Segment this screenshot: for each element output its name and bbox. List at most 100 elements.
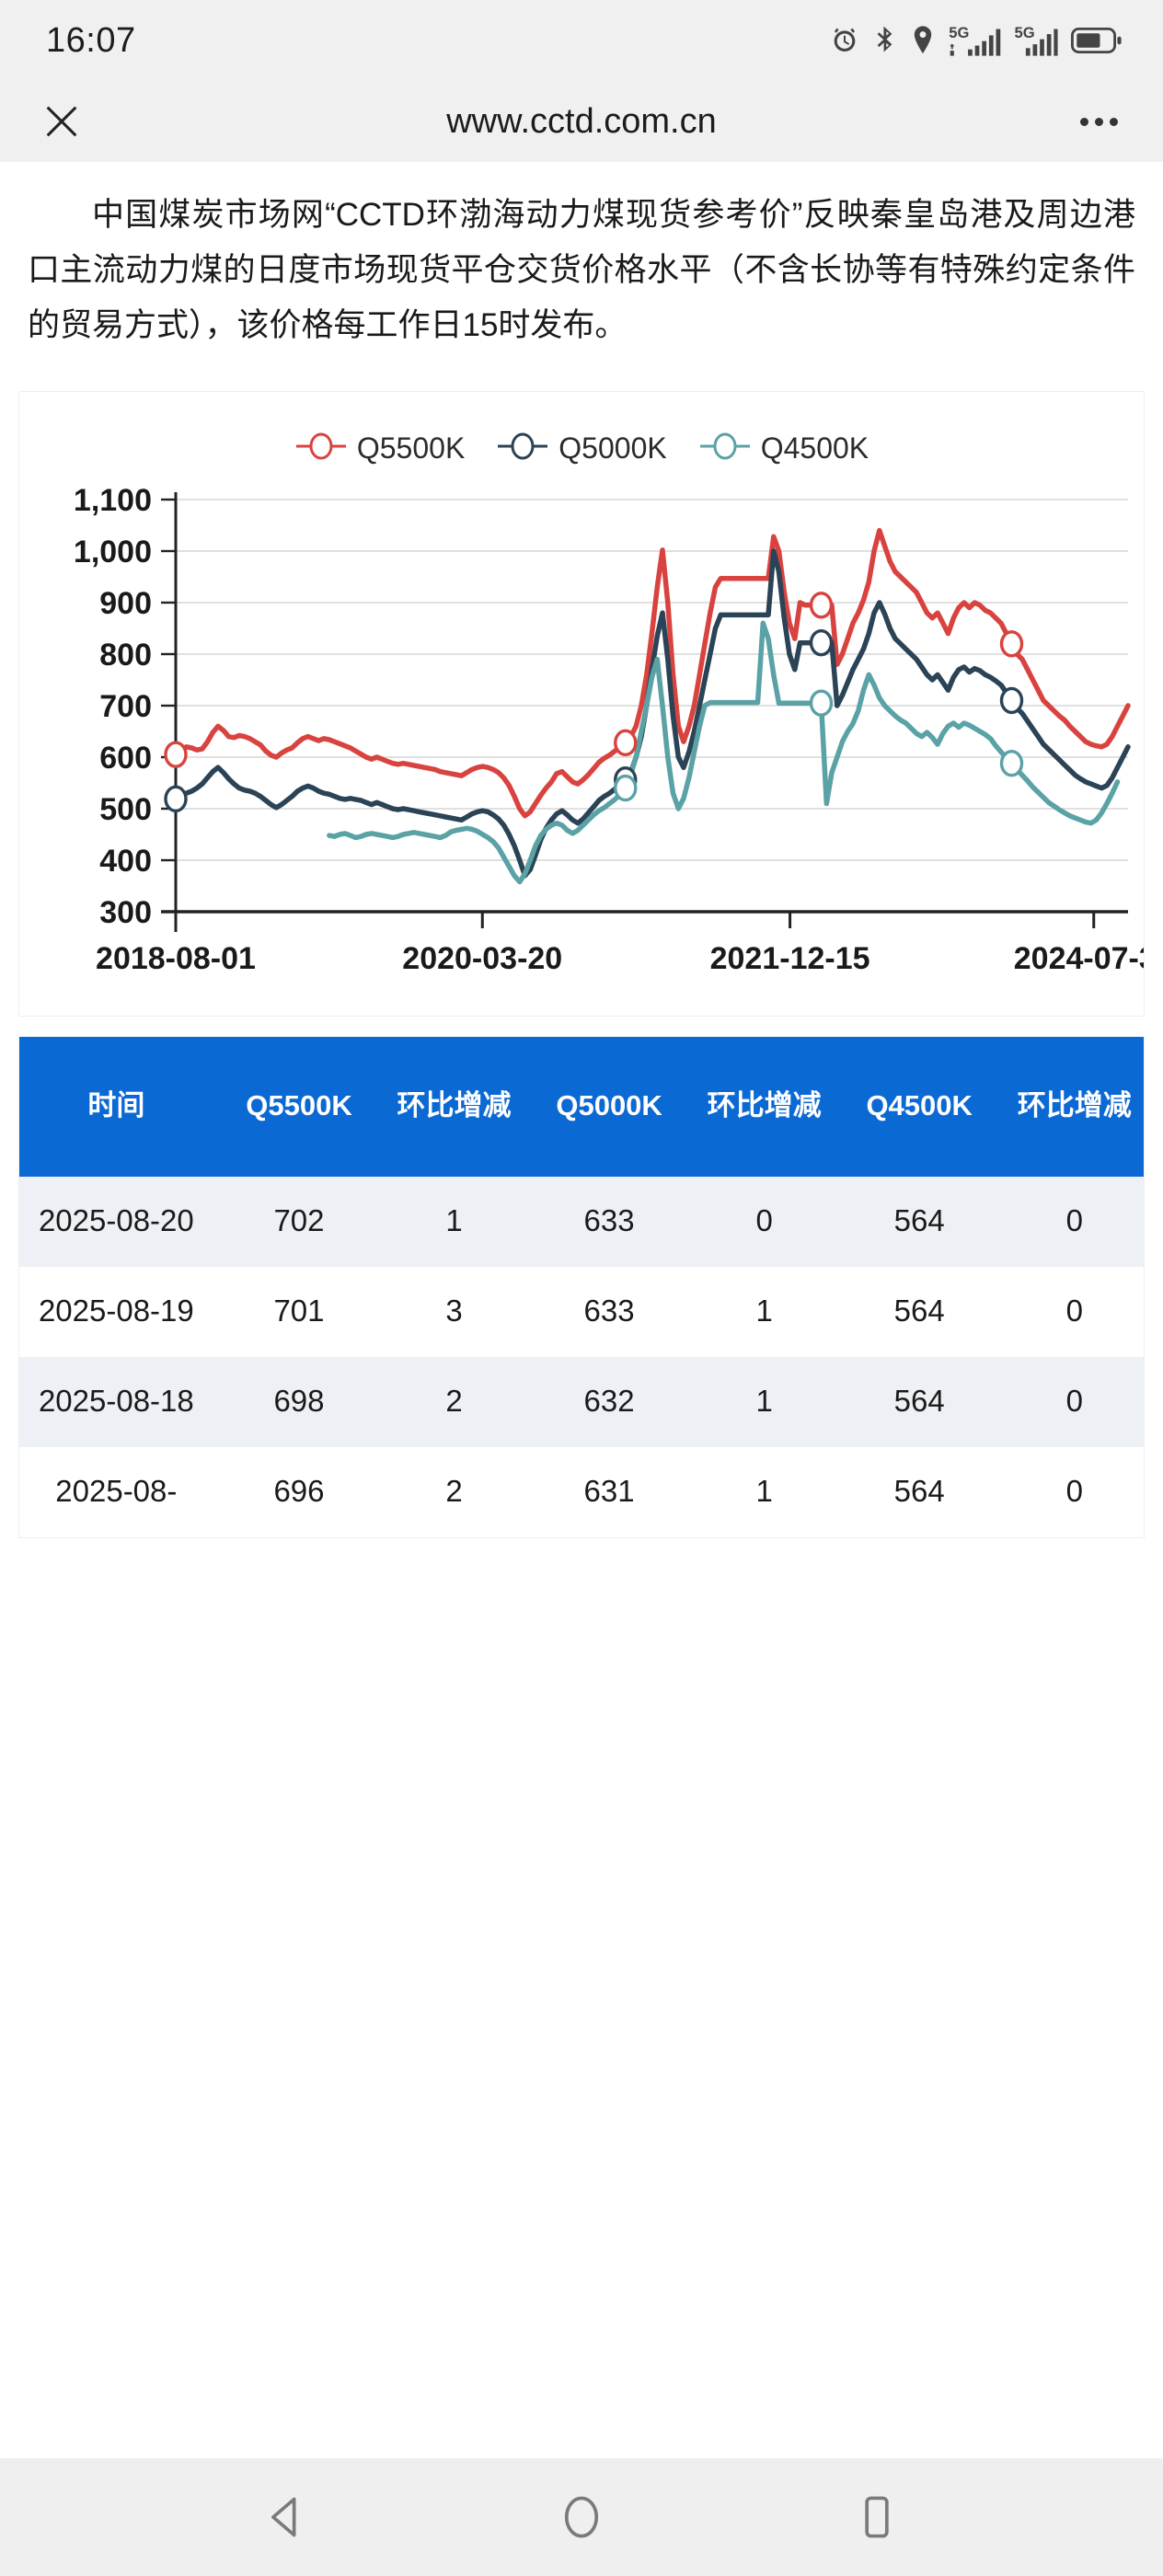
- signal-5g-secondary-icon: 5G: [1013, 24, 1059, 57]
- chart-legend: Q5500K Q5000K: [19, 392, 1144, 479]
- x-axis-tick-label: 2024-07-30: [1014, 941, 1144, 976]
- series-marker-q4500k: [999, 749, 1024, 776]
- browser-bar: www.cctd.com.cn: [0, 81, 1163, 162]
- series-marker-q5500k: [809, 591, 834, 619]
- svg-text:5G: 5G: [949, 24, 969, 41]
- y-axis-tick-label: 400: [99, 844, 152, 879]
- cell-q5000k: 633: [523, 1176, 696, 1267]
- table-row: 2025-08-20 702 1 633 0 564 0: [19, 1176, 1144, 1267]
- cell-chg4500: 0: [1005, 1446, 1144, 1537]
- series-marker-q4500k: [809, 689, 834, 717]
- status-time: 16:07: [46, 20, 136, 60]
- price-chart-card: Q5500K Q5000K: [18, 390, 1163, 1017]
- legend-item-q4500k[interactable]: Q4500K: [698, 431, 869, 466]
- cell-q5000k: 632: [523, 1356, 696, 1447]
- legend-label: Q5000K: [558, 431, 667, 465]
- th-q5000k: Q5000K: [523, 1036, 696, 1177]
- th-q5500k: Q5500K: [213, 1036, 386, 1177]
- alarm-icon: [829, 25, 860, 56]
- series-marker-q5500k: [999, 629, 1024, 658]
- price-table: 时间 Q5500K 环比增减 Q5000K 环比增减 Q4500K 环比增减 2…: [19, 1036, 1144, 1537]
- location-icon: [910, 25, 936, 56]
- series-marker-q5000k: [809, 628, 834, 656]
- cell-q4500k: 564: [833, 1356, 1006, 1447]
- series-line-q5000k: [173, 547, 1131, 879]
- cell-chg5000: 1: [695, 1356, 834, 1447]
- cell-q5500k: 698: [213, 1356, 386, 1447]
- cell-chg5500: 3: [385, 1266, 524, 1357]
- y-axis-tick-label: 600: [99, 741, 152, 776]
- cell-time: 2025-08-20: [19, 1176, 213, 1267]
- legend-label: Q5500K: [356, 431, 466, 465]
- y-axis-tick-label: 900: [99, 586, 152, 621]
- url-title: www.cctd.com.cn: [446, 101, 717, 141]
- table-head: 时间 Q5500K 环比增减 Q5000K 环比增减 Q4500K 环比增减: [19, 1036, 1144, 1177]
- cell-chg5500: 1: [385, 1176, 524, 1267]
- status-icon-group: 5G 5G: [829, 24, 1123, 57]
- th-time: 时间: [19, 1036, 213, 1177]
- cell-q4500k: 564: [833, 1176, 1006, 1267]
- series-marker-q5500k: [614, 729, 638, 756]
- more-icon[interactable]: [1071, 97, 1126, 146]
- legend-marker-icon: [698, 431, 752, 466]
- back-triangle-icon[interactable]: [245, 2476, 328, 2559]
- cell-chg4500: 0: [1005, 1266, 1144, 1357]
- x-axis-tick-label: 2018-08-01: [96, 941, 256, 976]
- x-axis-tick-label: 2021-12-15: [710, 941, 870, 976]
- y-axis-tick-label: 700: [99, 689, 152, 724]
- series-marker-q5000k: [164, 785, 188, 812]
- series-line-q5500k: [173, 527, 1131, 819]
- cell-chg4500: 0: [1005, 1176, 1144, 1267]
- y-axis-tick-label: 1,000: [74, 535, 152, 569]
- cell-q4500k: 564: [833, 1266, 1006, 1357]
- intro-paragraph: 中国煤炭市场网“CCTD环渤海动力煤现货参考价”反映秦皇岛港及周边港口主流动力煤…: [28, 197, 1135, 344]
- x-axis-tick-label: 2020-03-20: [402, 941, 562, 976]
- legend-label: Q4500K: [760, 431, 869, 465]
- cell-time: 2025-08-19: [19, 1266, 213, 1357]
- table-body: 2025-08-20 702 1 633 0 564 0 2025-08-19 701 3 633 1…: [19, 1176, 1144, 1537]
- cell-q5500k: 701: [213, 1266, 386, 1357]
- th-chg-4500: 环比增减: [1005, 1036, 1144, 1177]
- series-marker-q5500k: [164, 741, 188, 768]
- page-content: 中国煤炭市场网“CCTD环渤海动力煤现货参考价”反映秦皇岛港及周边港口主流动力煤…: [0, 162, 1163, 1538]
- home-circle-icon[interactable]: [540, 2476, 623, 2559]
- table-header-row: 时间 Q5500K 环比增减 Q5000K 环比增减 Q4500K 环比增减: [19, 1036, 1144, 1177]
- cell-chg5000: 0: [695, 1176, 834, 1267]
- cell-q4500k: 564: [833, 1446, 1006, 1537]
- bluetooth-icon: [872, 25, 898, 56]
- system-nav-bar: [0, 2458, 1163, 2576]
- th-chg-5000: 环比增减: [695, 1036, 834, 1177]
- cell-chg5500: 2: [385, 1356, 524, 1447]
- signal-5g-icon: 5G: [948, 24, 1001, 57]
- series-marker-q4500k: [614, 774, 638, 801]
- price-line-chart[interactable]: 300 400 500 600 700 800 900 1,000 1,100 2018-08-0…: [19, 479, 1163, 995]
- close-icon[interactable]: [37, 97, 86, 146]
- cell-chg4500: 0: [1005, 1356, 1144, 1447]
- legend-item-q5000k[interactable]: Q5000K: [496, 431, 667, 466]
- legend-marker-icon: [294, 431, 348, 466]
- cell-time: 2025-08-: [19, 1446, 213, 1537]
- cell-time: 2025-08-18: [19, 1356, 213, 1447]
- y-axis-tick-label: 800: [99, 638, 152, 673]
- legend-item-q5500k[interactable]: Q5500K: [294, 431, 465, 466]
- th-q4500k: Q4500K: [833, 1036, 1006, 1177]
- cell-q5000k: 633: [523, 1266, 696, 1357]
- y-axis-tick-label: 1,100: [74, 483, 152, 518]
- chart-plot-area[interactable]: 300 400 500 600 700 800 900 1,000 1,100 2018-08-0…: [19, 479, 1163, 1016]
- table-row: 2025-08- 696 2 631 1 564 0: [19, 1446, 1144, 1537]
- cell-q5500k: 696: [213, 1446, 386, 1537]
- table-row: 2025-08-18 698 2 632 1 564 0: [19, 1356, 1144, 1447]
- battery-icon: [1071, 26, 1123, 55]
- y-axis-tick-label: 300: [99, 895, 152, 930]
- cell-chg5500: 2: [385, 1446, 524, 1537]
- legend-marker-icon: [496, 431, 549, 466]
- status-bar: 16:07 5G: [0, 0, 1163, 81]
- cell-chg5000: 1: [695, 1446, 834, 1537]
- price-table-card: 时间 Q5500K 环比增减 Q5000K 环比增减 Q4500K 环比增减 2…: [18, 1036, 1145, 1538]
- series-line-q4500k: [327, 620, 1121, 884]
- cell-chg5000: 1: [695, 1266, 834, 1357]
- recents-square-icon[interactable]: [835, 2476, 918, 2559]
- cell-q5000k: 631: [523, 1446, 696, 1537]
- th-chg-5500: 环比增减: [385, 1036, 524, 1177]
